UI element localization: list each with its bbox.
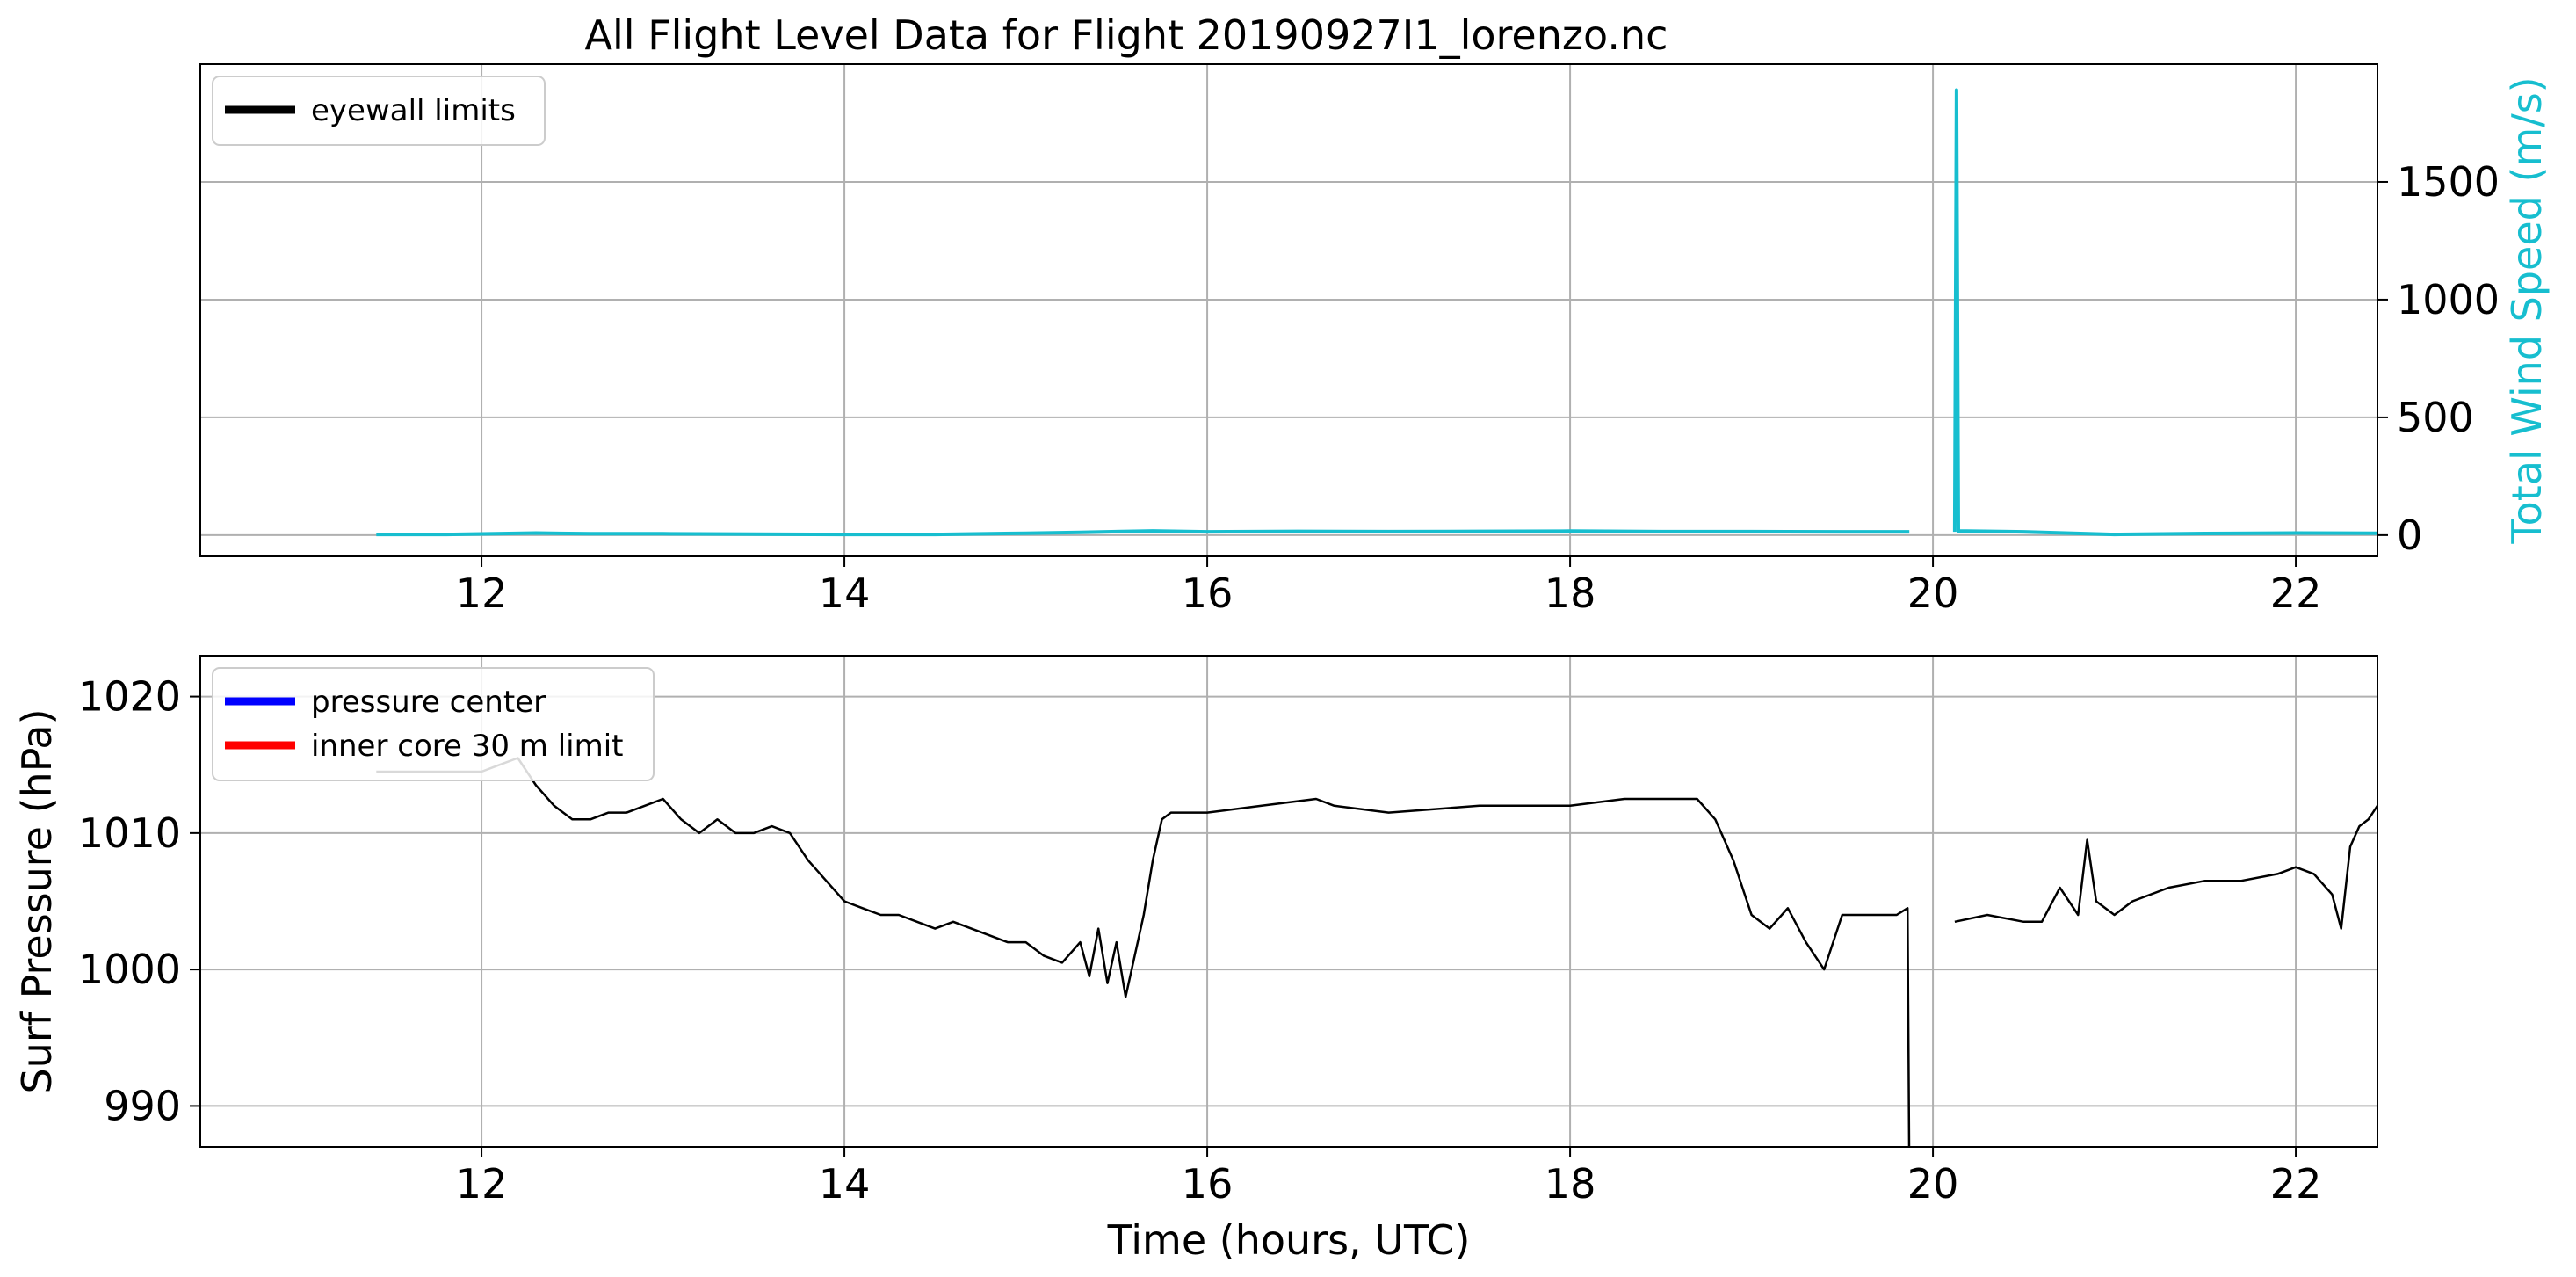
legend-box <box>212 76 546 146</box>
legend-label: eyewall limits <box>311 93 516 128</box>
y-axis-label: Total Wind Speed (m/s) <box>2503 76 2551 544</box>
wind-speed-panel: 12 14 16 18 20 22 0 500 1000 1500 Total Wind Speed… <box>199 63 2551 617</box>
y-tick-label: 990 <box>104 1082 181 1129</box>
x-tick-label: 20 <box>1907 1160 1959 1208</box>
x-tick-label: 14 <box>819 1160 871 1208</box>
legend-label: inner core 30 m limit <box>311 729 624 764</box>
legend-box <box>212 667 655 781</box>
legend: pressure center inner core 30 m limit <box>212 667 655 781</box>
y-tick-label: 500 <box>2397 394 2474 441</box>
y-tick-label: 1000 <box>78 946 181 993</box>
x-tick-label: 12 <box>456 570 508 617</box>
x-axis-label: Time (hours, UTC) <box>1107 1216 1471 1264</box>
y-tick-label: 1020 <box>78 673 181 721</box>
x-tick-label: 18 <box>1545 1160 1596 1208</box>
series-line <box>376 88 2377 537</box>
axes-frame <box>199 655 2378 1148</box>
axes-frame <box>199 63 2378 557</box>
y-tick-label: 0 <box>2397 512 2422 559</box>
x-tick-label: 20 <box>1907 570 1959 617</box>
surface-pressure-panel: 12 14 16 18 20 22 990 1000 1010 1020 Surf Pressure… <box>13 655 2378 1264</box>
figure-title: All Flight Level Data for Flight 2019092… <box>585 11 1668 59</box>
series-line <box>376 757 2377 1147</box>
legend: eyewall limits <box>212 76 546 146</box>
y-axis-label: Surf Pressure (hPa) <box>13 708 61 1093</box>
x-tick-label: 22 <box>2270 1160 2322 1208</box>
x-tick-label: 16 <box>1182 1160 1234 1208</box>
y-tick-label: 1000 <box>2397 276 2500 323</box>
x-tick-label: 14 <box>819 570 871 617</box>
x-tick-label: 18 <box>1545 570 1596 617</box>
x-tick-label: 16 <box>1182 570 1234 617</box>
x-tick-label: 12 <box>456 1160 508 1208</box>
y-tick-label: 1010 <box>78 809 181 857</box>
y-tick-label: 1500 <box>2397 158 2500 206</box>
legend-label: pressure center <box>311 685 546 720</box>
x-tick-label: 22 <box>2270 570 2322 617</box>
